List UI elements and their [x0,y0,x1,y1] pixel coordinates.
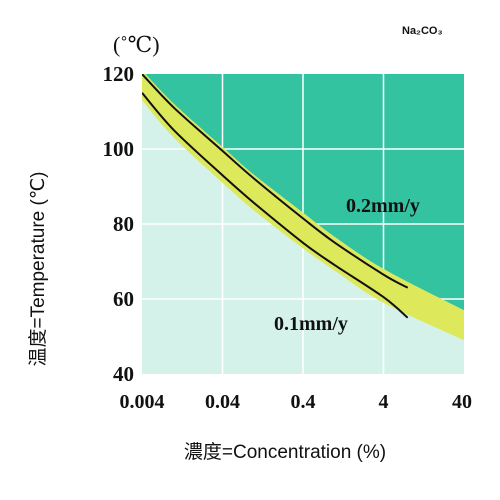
series-label-0.1mm-per-year: 0.1mm/y [274,313,348,335]
y-tick-labels: 120 100 80 60 40 [103,62,135,386]
x-axis-title: 濃度=Concentration (%) [184,441,386,463]
chart-title: Na₂CO₃ [402,25,443,37]
y-axis-title: 温度=Temperature (℃) [27,171,49,366]
x-tick-label: 0.4 [291,391,316,413]
high-corrosion-zone [145,74,464,311]
series-label-0.2mm-per-year: 0.2mm/y [346,195,420,217]
y-tick-label: 40 [113,362,134,386]
x-tick-label: 0.04 [205,391,240,413]
y-tick-label: 100 [103,137,135,161]
y-tick-label: 60 [113,287,134,311]
x-tick-labels: 0.004 0.04 0.4 4 40 [120,391,473,413]
y-unit-label: (˚℃) [113,32,160,57]
y-tick-label: 80 [113,212,134,236]
x-tick-label: 4 [379,391,389,413]
x-tick-label: 0.004 [120,391,165,413]
x-tick-label: 40 [452,391,472,413]
y-tick-label: 120 [103,62,135,86]
curve-0.2mm-per-year [142,74,409,289]
curve-0.1mm-per-year [142,92,409,319]
